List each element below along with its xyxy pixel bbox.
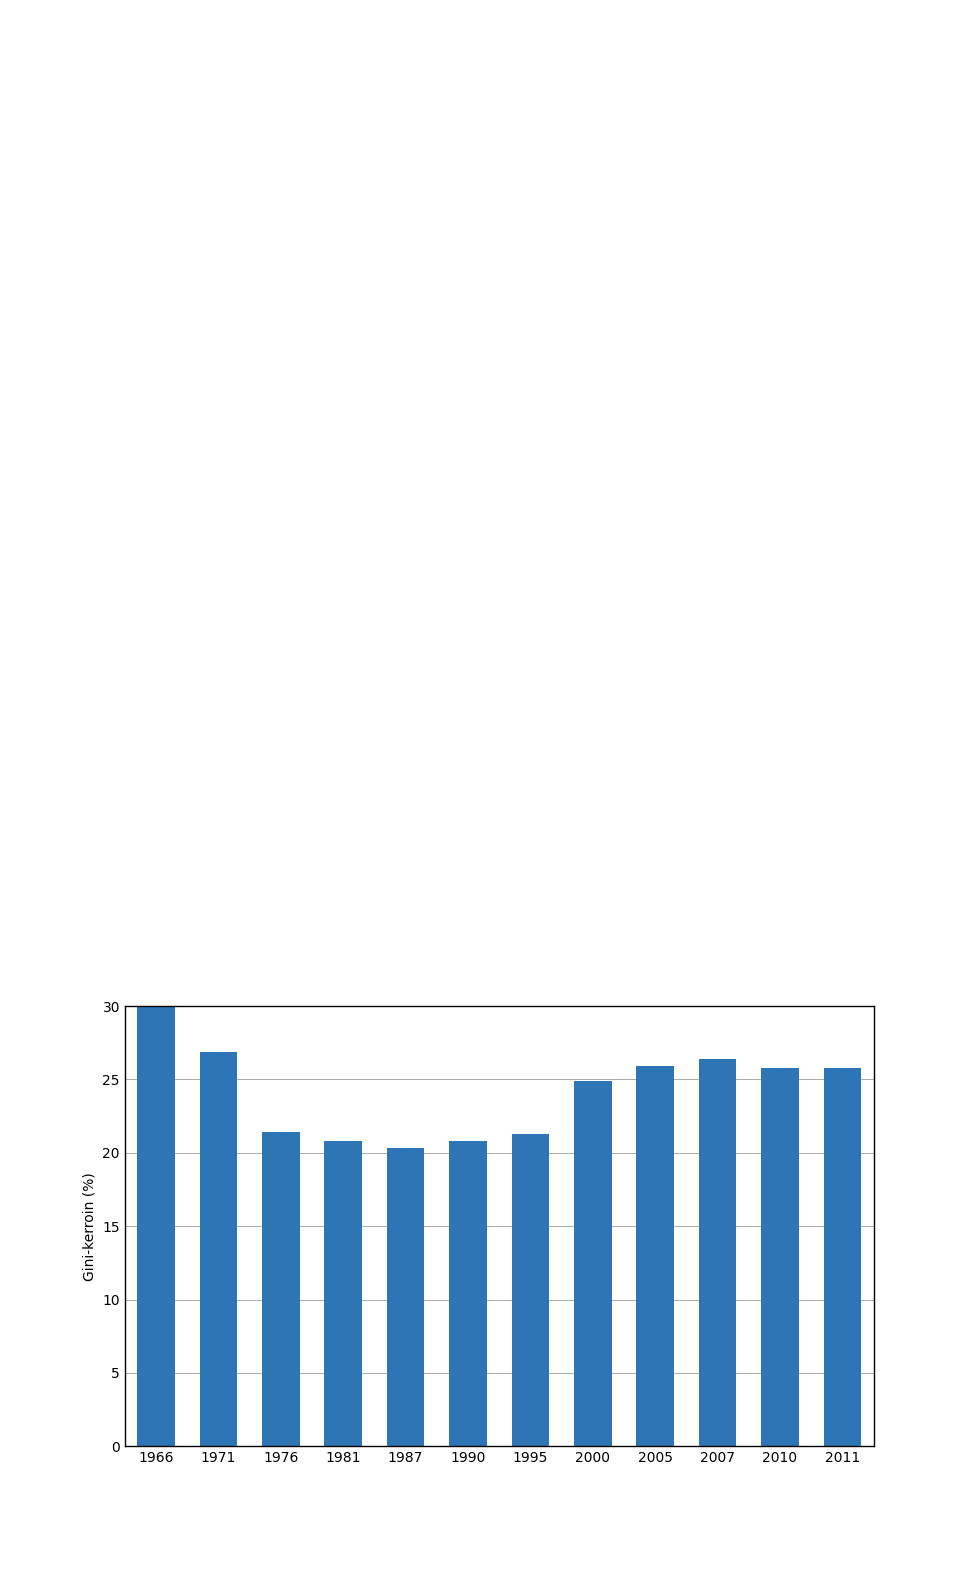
Bar bbox=[200, 1052, 237, 1446]
Bar bbox=[574, 1082, 612, 1446]
Bar bbox=[262, 1132, 300, 1446]
Bar bbox=[512, 1133, 549, 1446]
Bar bbox=[761, 1067, 799, 1446]
Bar bbox=[387, 1149, 424, 1446]
Bar bbox=[636, 1066, 674, 1446]
Bar bbox=[449, 1141, 487, 1446]
Bar bbox=[137, 990, 175, 1446]
Bar bbox=[699, 1060, 736, 1446]
Y-axis label: Gini-kerroin (%): Gini-kerroin (%) bbox=[83, 1171, 97, 1281]
Bar bbox=[824, 1067, 861, 1446]
Bar bbox=[324, 1141, 362, 1446]
